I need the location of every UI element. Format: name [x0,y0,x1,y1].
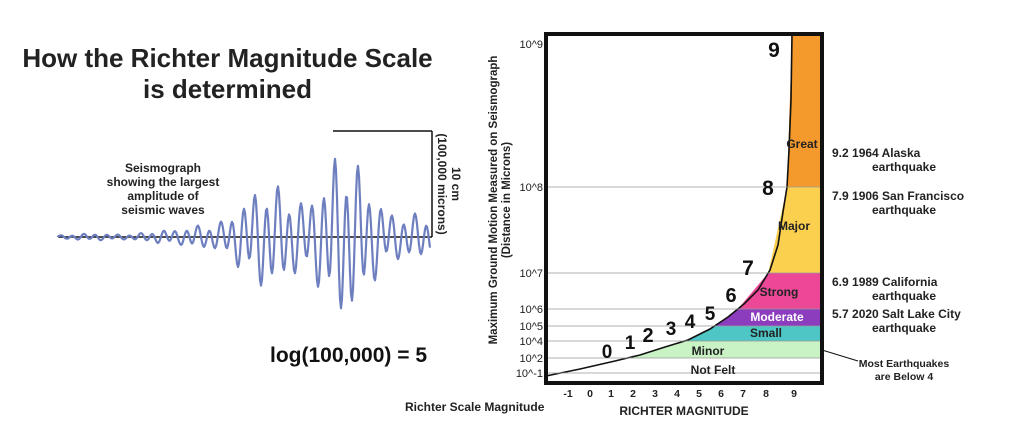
y-tick-label: 10^8 [519,182,543,194]
earthquake-label-line-1: 6.9 1989 California [832,275,938,289]
amplitude-label-cm: 10 cm [449,167,463,201]
band-not-felt [546,358,822,383]
x-axis-ticks: -1 0 1 2 3 4 5 6 7 8 9 [563,388,797,400]
seismograph-wave: 10 cm (100,000 microns) [56,130,463,310]
y-tick-label: 10^4 [519,336,543,348]
x-tick-label: 2 [630,388,636,400]
most-earthquakes-pointer [821,349,859,362]
x-tick-label: 7 [740,388,746,400]
earthquake-label-line-2: earthquake [872,321,936,335]
curve-number: 5 [705,304,716,325]
y-tick-label: 10^2 [519,353,543,365]
category-label-not-felt: Not Felt [691,363,736,377]
category-bands [546,34,822,383]
band-moderate [714,309,822,326]
x-tick-label: 4 [674,388,680,400]
curve-number: 0 [602,342,613,363]
earthquake-label-line-2: earthquake [872,160,936,174]
x-tick-label: 3 [652,388,658,400]
x-tick-label: 9 [791,388,797,400]
curve-number: 4 [685,312,696,333]
y-tick-label: 10^-1 [516,368,543,380]
y-axis-title-line-2: (Distance in Microns) [501,142,513,258]
amplitude-label-microns: (100,000 microns) [435,133,449,234]
x-tick-label: -1 [563,388,572,400]
y-axis-title-line-1: Maximum Ground Motion Measured on Seismo… [488,56,500,345]
seismograph-label-line-1: Seismograph [124,161,202,175]
category-label-moderate: Moderate [750,310,804,324]
earthquake-label-line-1: 9.2 1964 Alaska [832,146,921,160]
curve-number: 3 [666,319,677,340]
magnitude-curve [545,33,793,377]
curve-number: 7 [742,257,754,280]
category-label-small: Small [750,326,782,340]
category-labels: Great Major Strong Moderate Small Minor Not Fe… [691,137,818,377]
page-title-line-1: How the Richter Magnitude Scale [22,43,433,73]
curve-number: 9 [768,39,780,62]
y-tick-label: 10^9 [519,39,543,51]
category-label-strong: Strong [760,285,799,299]
most-earthquakes-note-line-1: Most Earthquakes [859,358,950,370]
gridlines [546,186,822,374]
y-axis-ticks: 10^9 10^8 10^7 10^6 10^5 10^4 10^2 10^-1 [516,39,543,380]
earthquake-label-line-2: earthquake [872,203,936,217]
richter-scale-magnitude-label: Richter Scale Magnitude [405,400,545,414]
seismograph-label-line-2: showing the largest amplitude of [106,175,220,203]
band-major [768,187,822,273]
earthquake-label-line-1: 5.7 2020 Salt Lake City [832,307,961,321]
category-label-minor: Minor [692,344,725,358]
seismograph-label: Seismograph showing the largest amplitud… [78,161,248,217]
earthquake-label-line-1: 7.9 1906 San Francisco [832,189,964,203]
most-earthquakes-note-line-2: are Below 4 [875,371,934,383]
seismic-wave-trace [56,157,432,310]
y-tick-label: 10^7 [519,268,543,280]
curve-number: 1 [625,333,636,354]
x-axis-title: RICHTER MAGNITUDE [619,404,748,418]
curve-number: 6 [725,285,736,307]
x-tick-label: 6 [718,388,724,400]
chart-frame [544,32,824,385]
log-formula: log(100,000) = 5 [270,344,427,367]
curve-number: 2 [642,325,653,347]
band-strong [737,273,822,309]
curve-magnitude-numbers: 0 1 2 3 4 567 8 9 [602,39,780,363]
curve-number: 8 [762,177,774,200]
category-label-major: Major [778,219,810,233]
x-tick-label: 0 [587,388,593,400]
x-tick-label: 8 [763,388,769,400]
y-tick-label: 10^5 [519,321,543,333]
y-tick-label: 10^6 [519,304,543,316]
band-great [787,34,822,187]
earthquake-label-line-2: earthquake [872,289,936,303]
x-tick-label: 5 [696,388,702,400]
category-label-great: Great [786,137,817,151]
seismograph-label-line-3: seismic waves [121,203,205,217]
band-small [684,326,822,341]
page-title-line-2: is determined [142,74,313,104]
x-tick-label: 1 [608,388,614,400]
band-minor [627,341,822,358]
